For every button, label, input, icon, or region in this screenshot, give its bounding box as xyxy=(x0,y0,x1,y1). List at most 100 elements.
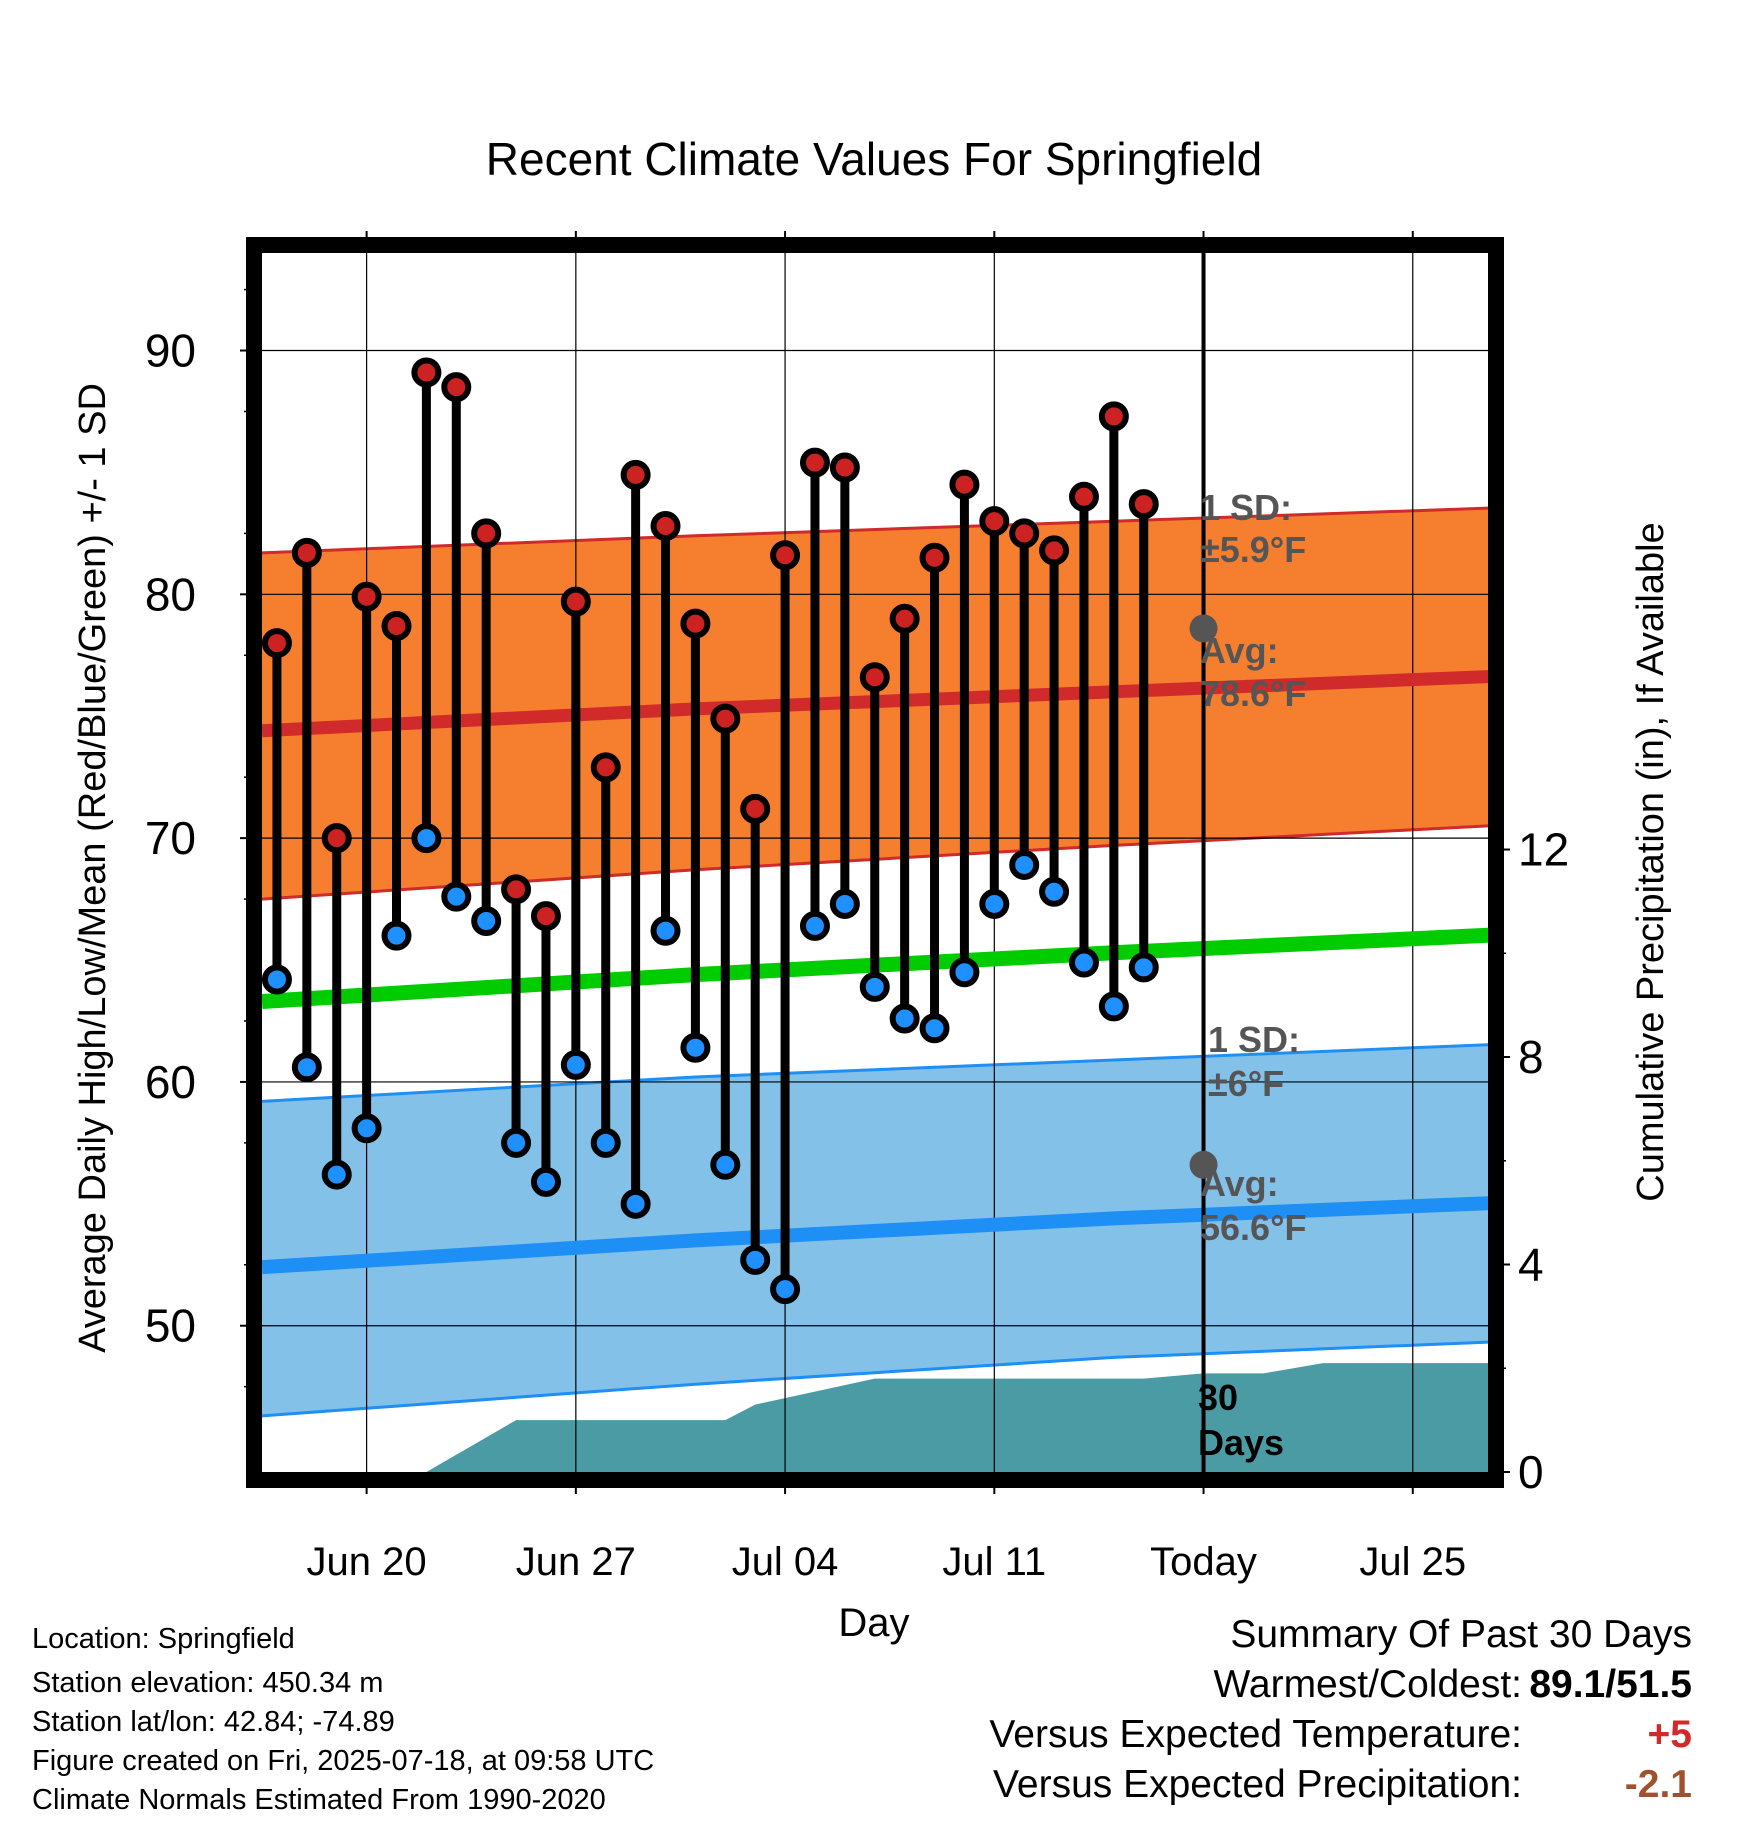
created-text: Figure created on Fri, 2025-07-18, at 09… xyxy=(32,1745,655,1777)
daily-high-point xyxy=(710,703,741,734)
daily-high-point xyxy=(411,357,442,388)
low-sd-value: ±6°F xyxy=(1208,1063,1284,1104)
daily-high-point xyxy=(620,459,651,490)
daily-high-point xyxy=(1009,518,1040,549)
daily-low-point xyxy=(441,881,472,912)
latlon-text: Station lat/lon: 42.84; -74.89 xyxy=(32,1706,395,1738)
summary-panel: Summary Of Past 30 Days Warmest/Coldest:… xyxy=(989,1610,1692,1810)
high-sd-label: 1 SD: xyxy=(1200,487,1292,528)
y-tick-label-70: 70 xyxy=(145,812,196,864)
daily-high-point xyxy=(381,611,412,642)
daily-low-point xyxy=(919,1013,950,1044)
daily-low-point xyxy=(321,1159,352,1190)
daily-high-point xyxy=(1039,535,1070,566)
x-tick-label-4: Today xyxy=(1150,1540,1257,1584)
temp-departure-value: +5 xyxy=(1647,1713,1692,1756)
daily-low-point xyxy=(710,1149,741,1180)
normal-high-minus-sd-line xyxy=(262,824,1488,901)
y-tick-label-60: 60 xyxy=(145,1056,196,1108)
daily-low-point xyxy=(1039,876,1070,907)
daily-high-point xyxy=(680,608,711,639)
precip-days-number: 30 xyxy=(1198,1377,1238,1418)
daily-high-point xyxy=(859,662,890,693)
daily-low-point xyxy=(770,1274,801,1305)
normal-low-minus-sd-line xyxy=(262,1340,1488,1418)
daily-high-point xyxy=(740,793,771,824)
x-axis-label: Day xyxy=(838,1601,909,1645)
y-right-tick-label-8: 8 xyxy=(1518,1031,1544,1083)
daily-low-point xyxy=(351,1113,382,1144)
daily-low-point xyxy=(680,1032,711,1063)
daily-high-point xyxy=(560,586,591,617)
daily-high-point xyxy=(262,628,292,659)
daily-high-point xyxy=(1068,481,1099,512)
high-sd-value: ±5.9°F xyxy=(1200,529,1306,570)
daily-high-point xyxy=(919,542,950,573)
daily-low-point xyxy=(979,888,1010,919)
daily-high-point xyxy=(441,372,472,403)
y-tick-label-50: 50 xyxy=(145,1300,196,1352)
y-tick-label-90: 90 xyxy=(145,325,196,377)
x-tick-label-5: Jul 25 xyxy=(1359,1540,1466,1584)
normal-low-plus-sd-line xyxy=(262,1043,1488,1103)
chart-title: Recent Climate Values For Springfield xyxy=(486,133,1262,185)
daily-high-point xyxy=(501,874,532,905)
normal-low-avg-line xyxy=(262,1196,1488,1275)
y-right-axis-label: Cumulative Precipitation (in), If Availa… xyxy=(1630,522,1672,1201)
daily-high-point xyxy=(829,452,860,483)
daily-high-point xyxy=(291,537,322,568)
daily-high-point xyxy=(889,603,920,634)
daily-high-point xyxy=(1098,401,1129,432)
y-axis-label: Average Daily High/Low/Mean (Red/Blue/Gr… xyxy=(72,383,114,1353)
today-low-avg-dot xyxy=(1189,1150,1218,1179)
low-avg-value: 56.6°F xyxy=(1200,1207,1306,1248)
daily-high-point xyxy=(471,518,502,549)
daily-high-point xyxy=(799,447,830,478)
precip-departure-label: Versus Expected Precipitation: xyxy=(993,1763,1522,1806)
daily-low-point xyxy=(859,971,890,1002)
daily-high-point xyxy=(770,540,801,571)
cumulative-precip-area xyxy=(396,1363,1488,1472)
x-tick-label-2: Jul 04 xyxy=(732,1540,839,1584)
temp-departure-label: Versus Expected Temperature: xyxy=(989,1713,1522,1756)
daily-high-point xyxy=(530,901,561,932)
normal-mean-line xyxy=(262,927,1488,1009)
high-avg-label: Avg: xyxy=(1200,630,1279,671)
warmest-coldest-value: 89.1/51.5 xyxy=(1529,1663,1692,1706)
y-right-tick-label-0: 0 xyxy=(1518,1446,1544,1498)
today-high-avg-dot xyxy=(1189,614,1218,643)
daily-low-point xyxy=(889,1003,920,1034)
normals-text: Climate Normals Estimated From 1990-2020 xyxy=(32,1784,606,1816)
warmest-coldest-label: Warmest/Coldest: xyxy=(1213,1663,1522,1706)
daily-low-point xyxy=(1128,952,1159,983)
daily-low-point xyxy=(949,957,980,988)
daily-low-point xyxy=(501,1127,532,1158)
precip-departure-value: -2.1 xyxy=(1624,1763,1692,1806)
x-tick-label-1: Jun 27 xyxy=(516,1540,636,1584)
daily-high-point xyxy=(650,511,681,542)
plot-frame xyxy=(246,237,1504,1488)
daily-low-point xyxy=(560,1049,591,1080)
y-right-tick-label-4: 4 xyxy=(1518,1239,1544,1291)
precip-days-label: Days xyxy=(1198,1422,1284,1463)
daily-low-point xyxy=(411,823,442,854)
high-avg-value: 78.6°F xyxy=(1200,673,1306,714)
normal-high-avg-line xyxy=(262,670,1488,738)
daily-low-point xyxy=(291,1052,322,1083)
daily-low-point xyxy=(530,1166,561,1197)
daily-low-point xyxy=(620,1188,651,1219)
summary-heading: Summary Of Past 30 Days xyxy=(1230,1613,1692,1656)
x-tick-label-3: Jul 11 xyxy=(942,1540,1046,1584)
daily-low-point xyxy=(799,910,830,941)
daily-low-point xyxy=(650,915,681,946)
daily-low-point xyxy=(1068,947,1099,978)
daily-low-point xyxy=(1009,849,1040,880)
daily-low-point xyxy=(590,1127,621,1158)
x-tick-label-0: Jun 20 xyxy=(307,1540,427,1584)
daily-low-point xyxy=(262,964,292,995)
daily-high-point xyxy=(590,752,621,783)
daily-high-point xyxy=(321,823,352,854)
daily-low-point xyxy=(740,1244,771,1275)
daily-low-point xyxy=(1098,991,1129,1022)
